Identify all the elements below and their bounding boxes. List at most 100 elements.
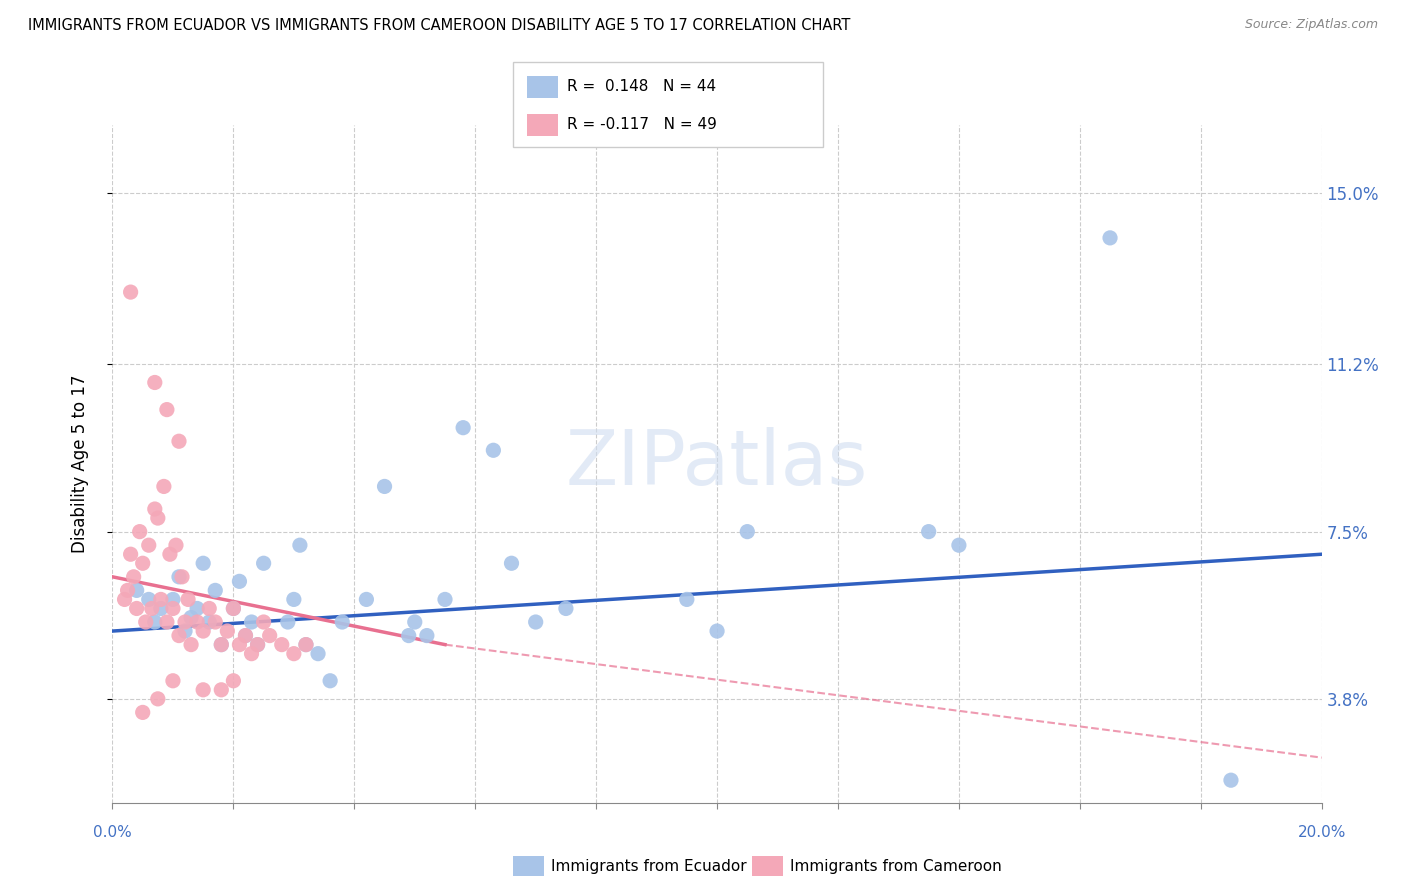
- Point: [217, 624, 239, 638]
- Point: [114, 592, 136, 607]
- Point: [120, 547, 142, 561]
- Point: [253, 615, 276, 629]
- Point: [235, 629, 257, 643]
- Point: [186, 601, 208, 615]
- Point: [283, 647, 305, 661]
- Point: [180, 610, 202, 624]
- Point: [706, 624, 728, 638]
- Point: [138, 592, 160, 607]
- Point: [186, 615, 208, 629]
- Point: [146, 511, 169, 525]
- Text: Source: ZipAtlas.com: Source: ZipAtlas.com: [1244, 18, 1378, 31]
- Text: 0.0%: 0.0%: [93, 825, 132, 840]
- Point: [918, 524, 941, 539]
- Point: [180, 638, 202, 652]
- Text: Immigrants from Ecuador: Immigrants from Ecuador: [551, 859, 747, 873]
- Point: [149, 601, 172, 615]
- Point: [416, 629, 439, 643]
- Point: [482, 443, 505, 458]
- Point: [676, 592, 699, 607]
- Point: [374, 479, 396, 493]
- Point: [162, 592, 184, 607]
- Point: [330, 615, 353, 629]
- Point: [204, 615, 226, 629]
- Point: [554, 601, 576, 615]
- Point: [143, 615, 166, 629]
- Point: [277, 615, 299, 629]
- Point: [162, 673, 184, 688]
- Point: [222, 601, 245, 615]
- Point: [246, 638, 269, 652]
- Point: [222, 601, 245, 615]
- Point: [198, 601, 221, 615]
- Point: [209, 682, 232, 697]
- Point: [125, 583, 148, 598]
- Point: [132, 556, 155, 570]
- Point: [167, 570, 190, 584]
- Point: [167, 629, 190, 643]
- Point: [228, 638, 250, 652]
- Point: [246, 638, 269, 652]
- Point: [228, 574, 250, 589]
- Text: R =  0.148   N = 44: R = 0.148 N = 44: [567, 79, 716, 94]
- Point: [524, 615, 547, 629]
- Point: [170, 570, 193, 584]
- Point: [295, 638, 318, 652]
- Point: [132, 706, 155, 720]
- Point: [156, 402, 179, 417]
- Point: [356, 592, 378, 607]
- Point: [501, 556, 523, 570]
- Point: [138, 538, 160, 552]
- Text: Immigrants from Cameroon: Immigrants from Cameroon: [790, 859, 1002, 873]
- Text: 20.0%: 20.0%: [1298, 825, 1346, 840]
- Point: [259, 629, 281, 643]
- Point: [149, 592, 172, 607]
- Point: [191, 556, 215, 570]
- Point: [209, 638, 232, 652]
- Point: [319, 673, 342, 688]
- Point: [253, 556, 276, 570]
- Point: [125, 601, 148, 615]
- Y-axis label: Disability Age 5 to 17: Disability Age 5 to 17: [70, 375, 89, 553]
- Point: [141, 601, 163, 615]
- Point: [434, 592, 457, 607]
- Text: IMMIGRANTS FROM ECUADOR VS IMMIGRANTS FROM CAMEROON DISABILITY AGE 5 TO 17 CORRE: IMMIGRANTS FROM ECUADOR VS IMMIGRANTS FR…: [28, 18, 851, 33]
- Point: [240, 647, 263, 661]
- Point: [156, 615, 179, 629]
- Point: [159, 547, 181, 561]
- Point: [240, 615, 263, 629]
- Point: [235, 629, 257, 643]
- Point: [177, 592, 200, 607]
- Point: [948, 538, 970, 552]
- Point: [270, 638, 292, 652]
- Point: [167, 434, 190, 449]
- Point: [135, 615, 157, 629]
- Point: [198, 615, 221, 629]
- Point: [295, 638, 318, 652]
- Point: [174, 615, 197, 629]
- Point: [128, 524, 150, 539]
- Point: [191, 624, 215, 638]
- Point: [165, 538, 187, 552]
- Point: [307, 647, 329, 661]
- Point: [204, 583, 226, 598]
- Point: [283, 592, 305, 607]
- Point: [143, 376, 166, 390]
- Point: [451, 420, 474, 434]
- Point: [1220, 773, 1243, 788]
- Point: [404, 615, 426, 629]
- Point: [143, 502, 166, 516]
- Text: R = -0.117   N = 49: R = -0.117 N = 49: [567, 118, 717, 132]
- Point: [162, 601, 184, 615]
- Point: [222, 673, 245, 688]
- Point: [174, 624, 197, 638]
- Point: [288, 538, 311, 552]
- Point: [153, 479, 176, 493]
- Point: [122, 570, 145, 584]
- Point: [737, 524, 759, 539]
- Point: [146, 691, 169, 706]
- Point: [117, 583, 139, 598]
- Text: ZIPatlas: ZIPatlas: [565, 427, 869, 500]
- Point: [209, 638, 232, 652]
- Point: [398, 629, 420, 643]
